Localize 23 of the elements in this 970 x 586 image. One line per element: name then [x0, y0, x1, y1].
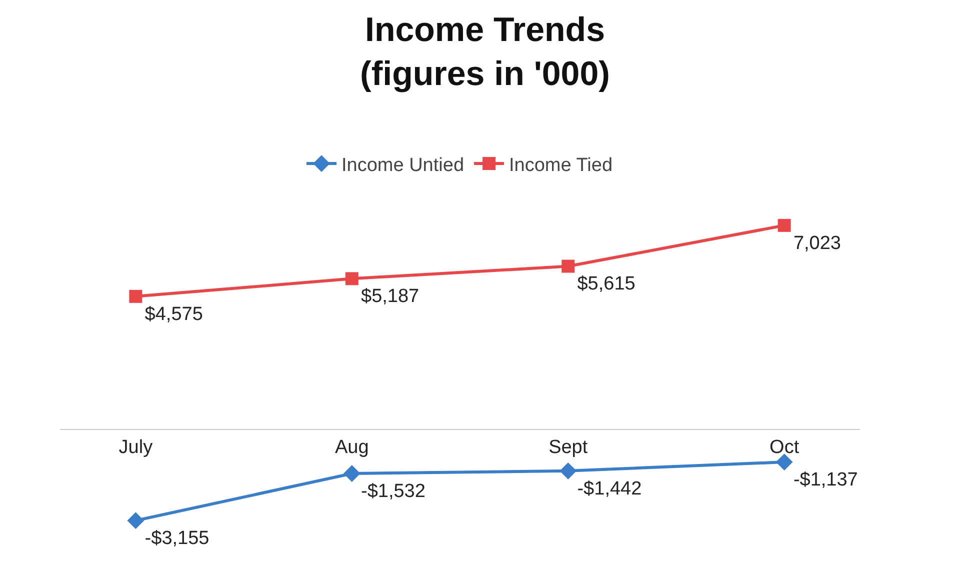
point: [129, 290, 142, 303]
data-label: $5,187: [361, 286, 420, 308]
point: [127, 512, 144, 530]
chart-title: Income Trends (figures in '000): [360, 10, 610, 93]
x-tick-label: Oct: [770, 436, 800, 458]
point: [345, 272, 358, 286]
x-tick-label: Sept: [548, 436, 588, 458]
point: [778, 218, 791, 232]
data-label: $4,575: [144, 304, 203, 325]
data-label: $5,615: [577, 274, 636, 295]
point: [343, 465, 360, 482]
data-label: -$3,155: [144, 528, 210, 549]
point: [560, 462, 577, 480]
point: [562, 260, 575, 273]
x-tick-label: July: [118, 436, 154, 458]
data-label: -$1,442: [577, 478, 642, 500]
data-label: -$1,137: [793, 469, 858, 490]
legend-label: Income Tied: [509, 154, 613, 176]
point: [776, 454, 793, 471]
x-tick-label: Aug: [334, 436, 369, 458]
data-label: -$1,532: [361, 480, 426, 502]
legend-label: Income Untied: [342, 154, 464, 176]
data-label: 7,023: [793, 232, 841, 254]
